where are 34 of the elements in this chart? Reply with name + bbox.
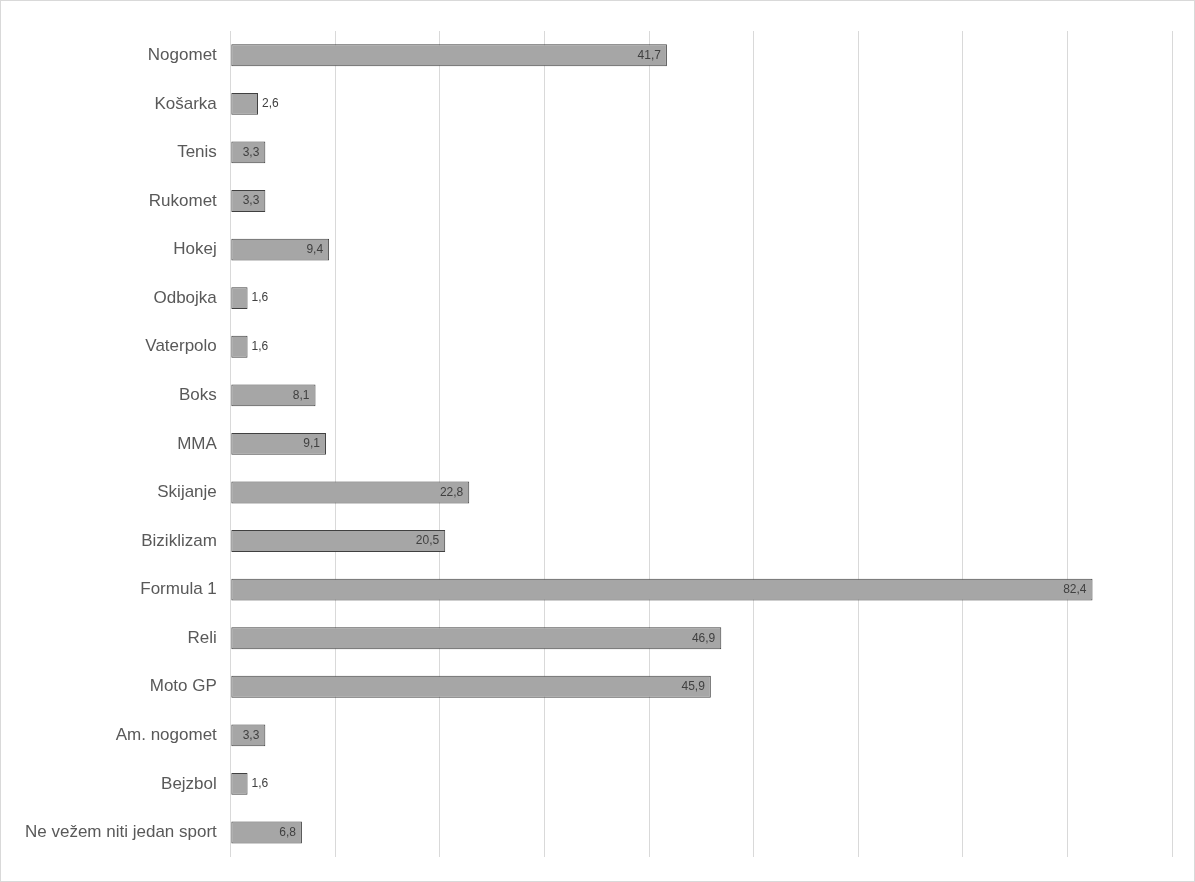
y-tick-label: Nogomet [147, 44, 218, 64]
data-label: 41,7 [637, 47, 662, 62]
data-label: 9,1 [303, 436, 321, 451]
y-tick-label: Reli [187, 627, 217, 647]
y-tick-label: Biziklizam [141, 530, 217, 550]
data-label: 46,9 [691, 630, 716, 645]
y-tick-label: Ne vežem niti jedan sport [24, 822, 218, 842]
data-label: 82,4 [1063, 581, 1087, 596]
y-tick-label: Odbojka [153, 287, 218, 307]
data-label: 1,6 [251, 776, 269, 791]
data-label: 22,8 [439, 484, 464, 499]
y-tick-label: Formula 1 [140, 579, 217, 599]
data-label: 20,5 [415, 533, 440, 548]
data-label: 9,4 [306, 241, 324, 256]
y-tick-label: Am. nogomet [115, 725, 218, 745]
y-tick-label: Hokej [173, 239, 217, 259]
data-label: 1,6 [251, 290, 269, 305]
y-tick-label: Rukomet [148, 190, 218, 210]
y-tick-label: Vaterpolo [145, 336, 217, 356]
data-label: 45,9 [681, 679, 706, 694]
data-label: 1,6 [251, 339, 269, 354]
data-label: 6,8 [279, 824, 297, 839]
y-tick-label: Skijanje [157, 482, 217, 502]
data-label: 2,6 [262, 96, 280, 111]
data-label: 3,3 [242, 144, 260, 159]
y-tick-label: MMA [177, 433, 218, 453]
y-tick-label: Moto GP [149, 676, 217, 696]
y-tick-label: Tenis [177, 142, 217, 162]
y-tick-label: Boks [179, 385, 217, 405]
data-label: 8,1 [292, 387, 310, 402]
data-label: 3,3 [242, 727, 260, 742]
data-label: 3,3 [242, 193, 260, 208]
y-tick-label: Bejzbol [161, 773, 217, 793]
y-tick-label: Košarka [154, 93, 218, 113]
